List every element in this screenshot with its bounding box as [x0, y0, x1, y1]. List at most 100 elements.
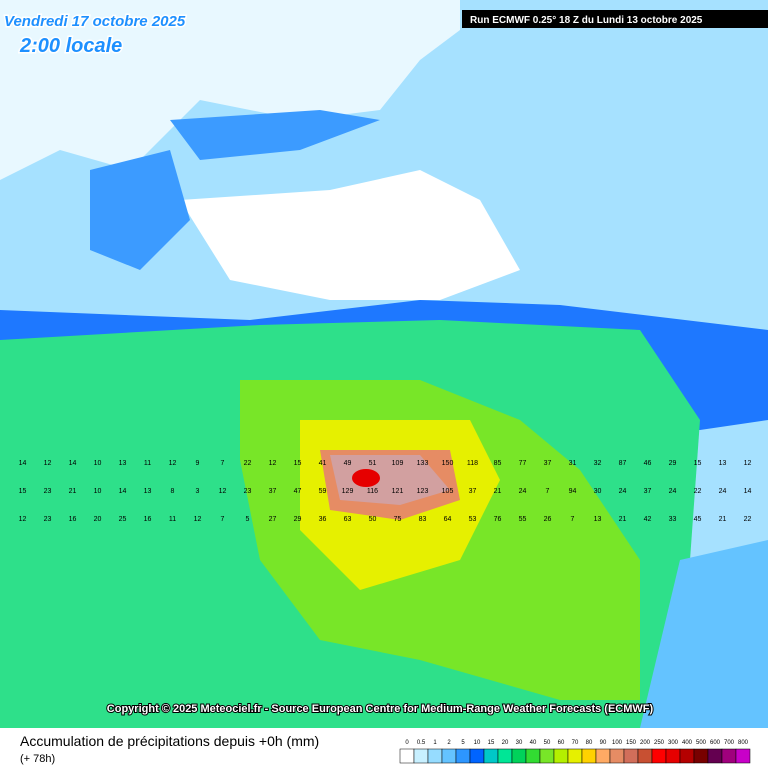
grid-value: 15 — [19, 488, 27, 495]
legend-swatch — [721, 748, 737, 764]
grid-value: 21 — [69, 488, 77, 495]
legend-label: 400 — [682, 740, 693, 746]
grid-value: 121 — [392, 488, 404, 495]
grid-value: 27 — [269, 516, 277, 523]
legend-label: 80 — [586, 740, 593, 746]
legend-swatch — [399, 748, 415, 764]
date: Vendredi 17 octobre 2025 — [4, 13, 186, 30]
legend-swatch — [567, 748, 583, 764]
grid-value: 24 — [519, 488, 527, 495]
grid-value: 12 — [219, 488, 227, 495]
grid-value: 12 — [19, 516, 27, 523]
legend-swatch — [539, 748, 555, 764]
grid-value: 37 — [269, 488, 277, 495]
legend-label: 60 — [558, 740, 565, 746]
grid-value: 12 — [269, 460, 277, 467]
legend-label: 0 — [405, 740, 409, 746]
rain-peak — [352, 469, 380, 487]
grid-value: 15 — [694, 460, 702, 467]
local-time: 2:00 locale — [19, 35, 122, 57]
legend-swatch — [623, 748, 639, 764]
grid-value: 123 — [417, 488, 429, 495]
grid-value: 15 — [294, 460, 302, 467]
grid-value: 105 — [442, 488, 454, 495]
grid-value: 109 — [392, 460, 404, 467]
legend-swatch — [693, 748, 709, 764]
grid-value: 64 — [444, 516, 452, 523]
legend-label: 5 — [461, 740, 465, 746]
grid-value: 10 — [94, 460, 102, 467]
legend-label: 40 — [530, 740, 537, 746]
legend-label: 15 — [488, 740, 495, 746]
grid-value: 14 — [119, 488, 127, 495]
grid-value: 24 — [669, 488, 677, 495]
rain-area — [90, 150, 190, 270]
legend-swatch — [441, 748, 457, 764]
grid-value: 75 — [394, 516, 402, 523]
grid-value: 21 — [494, 488, 502, 495]
grid-value: 85 — [494, 460, 502, 467]
grid-value: 53 — [469, 516, 477, 523]
grid-value: 59 — [319, 488, 327, 495]
grid-value: 25 — [119, 516, 127, 523]
legend-swatch — [525, 748, 541, 764]
grid-value: 118 — [467, 460, 478, 467]
grid-value: 83 — [419, 516, 427, 523]
dry-area — [180, 170, 520, 300]
legend-label: 30 — [516, 740, 523, 746]
legend-swatch — [483, 748, 499, 764]
grid-value: 23 — [244, 488, 252, 495]
grid-value: 46 — [644, 460, 652, 467]
grid-value: 51 — [369, 460, 377, 467]
grid-value: 47 — [294, 488, 302, 495]
grid-value: 12 — [744, 460, 752, 467]
grid-value: 20 — [94, 516, 102, 523]
legend-label: 10 — [474, 740, 481, 746]
grid-value: 16 — [69, 516, 77, 523]
grid-value: 13 — [719, 460, 727, 467]
legend-swatch — [497, 748, 513, 764]
footer-lead: (+ 78h) — [20, 753, 55, 765]
grid-value: 55 — [519, 516, 527, 523]
grid-value: 13 — [144, 488, 152, 495]
grid-value: 9 — [196, 460, 200, 467]
grid-value: 11 — [144, 460, 151, 467]
legend-label: 2 — [447, 740, 451, 746]
legend-label: 300 — [668, 740, 679, 746]
grid-value: 29 — [294, 516, 302, 523]
grid-value: 7 — [571, 516, 575, 523]
grid-value: 42 — [644, 516, 652, 523]
grid-value: 23 — [44, 488, 52, 495]
legend-swatch — [455, 748, 471, 764]
legend-label: 250 — [654, 740, 665, 746]
legend-swatch — [637, 748, 653, 764]
legend-label: 100 — [612, 740, 623, 746]
grid-value: 3 — [196, 488, 200, 495]
legend-swatch — [707, 748, 723, 764]
legend-swatch — [427, 748, 443, 764]
dry-area — [0, 0, 460, 180]
rain-area — [330, 455, 450, 505]
legend-swatch — [651, 748, 667, 764]
grid-value: 32 — [594, 460, 602, 467]
grid-value: 31 — [569, 460, 577, 467]
grid-value: 14 — [19, 460, 27, 467]
legend-swatch — [413, 748, 429, 764]
legend-label: 20 — [502, 740, 509, 746]
legend-swatch — [609, 748, 625, 764]
grid-value: 50 — [369, 516, 377, 523]
grid-value: 7 — [546, 488, 550, 495]
run-info: Run ECMWF 0.25° 18 Z du Lundi 13 octobre… — [470, 15, 703, 26]
grid-value: 49 — [344, 460, 352, 467]
grid-value: 14 — [69, 460, 77, 467]
legend-label: 90 — [600, 740, 607, 746]
grid-value: 7 — [221, 460, 225, 467]
grid-value: 76 — [494, 516, 502, 523]
legend-label: 800 — [738, 740, 749, 746]
grid-value: 23 — [44, 516, 52, 523]
grid-value: 41 — [319, 460, 327, 467]
legend-swatch — [511, 748, 527, 764]
grid-value: 22 — [744, 516, 752, 523]
grid-value: 129 — [342, 488, 354, 495]
